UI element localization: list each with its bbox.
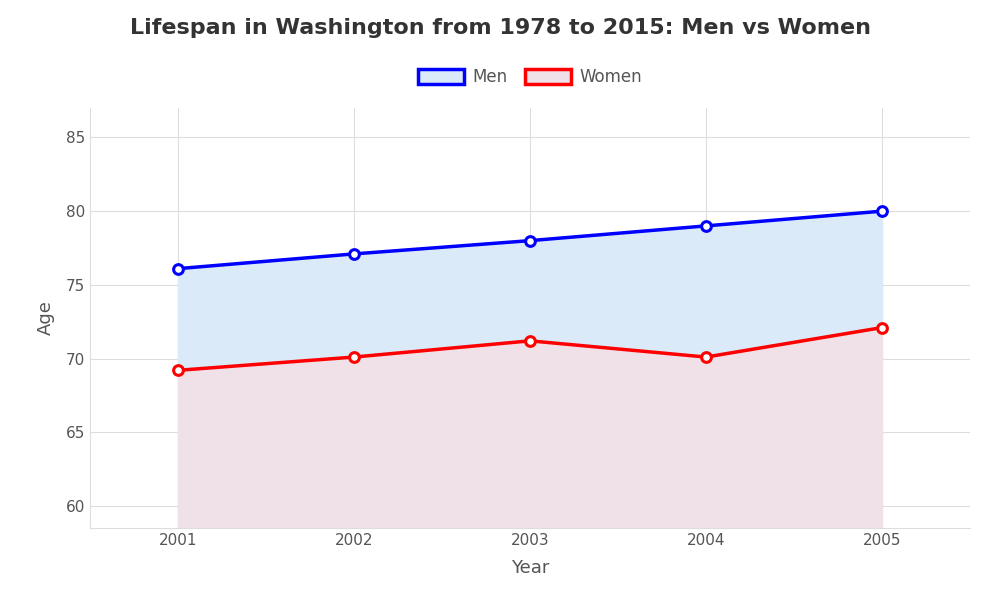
Text: Lifespan in Washington from 1978 to 2015: Men vs Women: Lifespan in Washington from 1978 to 2015… xyxy=(130,18,870,38)
Legend: Men, Women: Men, Women xyxy=(411,62,649,93)
X-axis label: Year: Year xyxy=(511,559,549,577)
Y-axis label: Age: Age xyxy=(37,301,55,335)
